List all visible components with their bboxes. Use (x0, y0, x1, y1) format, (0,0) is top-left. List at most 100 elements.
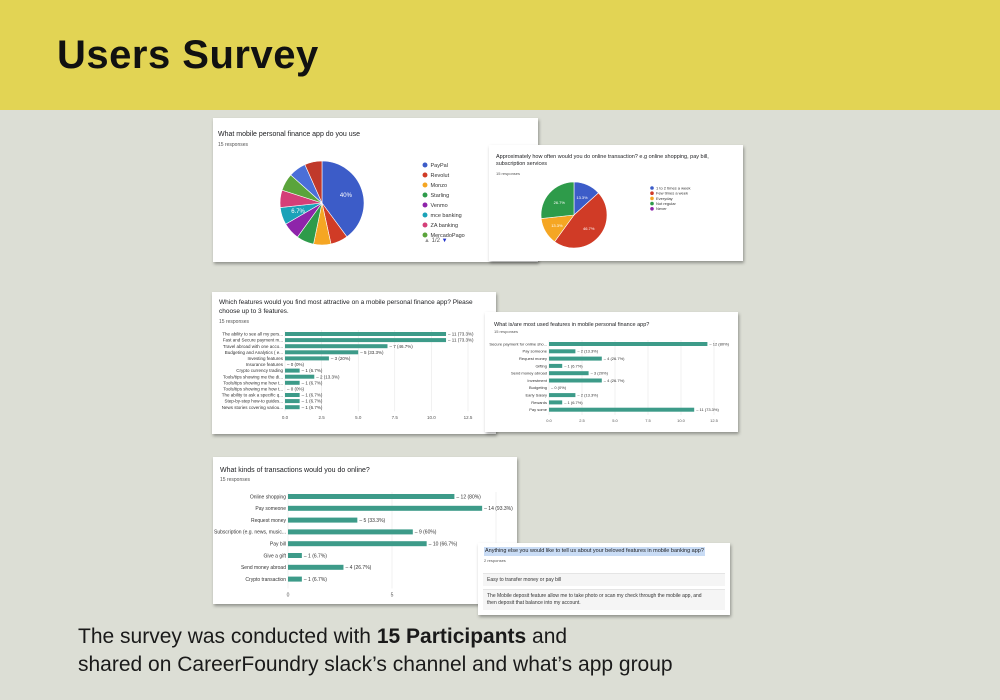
bar (285, 368, 300, 373)
legend-swatch (650, 201, 654, 206)
tick-label: 0.0 (546, 418, 552, 423)
value-label: – 5 (33.3%) (359, 518, 385, 524)
category-label: Pay some (529, 407, 548, 412)
header-banner: Users Survey (0, 0, 1000, 110)
category-label: Budgeting and Analytics ( e... (225, 350, 283, 355)
bar (549, 349, 576, 354)
value-label: – 1 (6.7%) (564, 400, 583, 405)
value-label: – 5 (33.3%) (360, 350, 384, 355)
pie-slice (554, 192, 608, 249)
value-label: – 1 (6.7%) (302, 393, 323, 398)
bar (549, 393, 576, 398)
legend-label: Starling (431, 193, 450, 199)
slice-label: 46.7% (583, 226, 595, 231)
card-used: What is/are most used features in mobile… (485, 312, 738, 432)
legend-swatch (650, 196, 654, 201)
bar (285, 350, 359, 355)
next-page-icon[interactable]: ▼ (441, 238, 448, 244)
tick-label: 7.5 (645, 418, 651, 423)
legend-label: Venmo (431, 203, 448, 209)
slice-label: 13.3% (551, 223, 563, 228)
value-label: – 2 (13.3%) (577, 349, 598, 354)
value-label: – 1 (6.7%) (302, 380, 323, 385)
value-label: – 0 (0%) (287, 362, 305, 367)
category-label: News stories covering variou... (222, 405, 283, 410)
bar (285, 356, 329, 361)
legend-swatch (422, 182, 428, 188)
bar (549, 342, 708, 346)
participants-count: 15 Participants (376, 625, 527, 648)
category-label: Send money abroad (241, 565, 286, 571)
bar-chart-used: 0.0 2.5 5.0 7.5 10.0 12.5 Secure payment for o… (489, 340, 730, 423)
bar (549, 400, 563, 405)
question-title: What kinds of transactions would you do … (220, 467, 370, 474)
question-title: Which features would you find most attra… (219, 299, 473, 315)
value-label: – 10 (66.7%) (429, 541, 458, 547)
value-label: – 0 (0%) (551, 385, 567, 390)
category-label: Early Salary (525, 393, 547, 398)
tick-label: 2.5 (318, 415, 325, 420)
pie-chart-apps: 40% 6.7% PayPal Revolut Monzo Starling Venmo mc… (279, 160, 465, 246)
question-title: What mobile personal finance app do you … (218, 131, 361, 138)
card-features: Which features would you find most attra… (212, 292, 496, 434)
prev-page-icon[interactable]: ▲ (424, 238, 430, 244)
legend-pager[interactable]: ▲ 1/2 ▼ (424, 238, 448, 244)
bar-chart-transactions: 0510Online shopping– 12 (80%)Pay someone… (214, 492, 513, 598)
legend-swatch (422, 232, 428, 238)
slice-label: 13.3% (576, 195, 588, 200)
legend-swatch (650, 191, 654, 195)
value-label: – 7 (46.7%) (389, 344, 413, 349)
category-label: Pay someone (255, 506, 286, 512)
category-label: Pay someone (523, 349, 548, 354)
value-label: – 1 (6.7%) (302, 405, 323, 410)
legend-swatch (422, 172, 428, 178)
tick-label: 7.5 (392, 415, 399, 420)
value-label: – 14 (93.3%) (484, 506, 513, 512)
category-label: Rewards (531, 400, 547, 405)
responses-count: 15 responses (218, 142, 249, 148)
card-anything-else: Anything else you would like to tell us … (478, 543, 730, 615)
legend-label: PayPal (431, 163, 448, 169)
value-label: – 1 (6.7%) (304, 577, 327, 583)
bar (549, 356, 602, 361)
legend-swatch (422, 162, 428, 168)
category-label: Send money abroad (511, 371, 547, 376)
responses-count: 15 responses (220, 477, 251, 483)
answer-text: The Mobile deposit feature allow me to t… (487, 593, 702, 606)
bar (288, 553, 302, 558)
tick-label: 5 (391, 592, 394, 598)
value-label: – 12 (80%) (709, 341, 729, 346)
tick-label: 10.0 (427, 415, 436, 420)
legend-label: MercadoPago (431, 233, 465, 239)
answer-box: Easy to transfer money or pay bill (483, 573, 725, 586)
responses-count: 15 responses (219, 319, 250, 325)
category-label: Subscription (e.g. news, music... (214, 530, 286, 536)
value-label: – 2 (13.3%) (577, 393, 598, 398)
legend-swatch (650, 207, 654, 211)
bar (549, 363, 563, 368)
tick-label: 5.0 (612, 418, 618, 423)
legend-swatch (650, 186, 654, 190)
category-label: Gifting (535, 363, 547, 368)
legend-label: Monzo (431, 183, 448, 189)
category-label: The ability to see all my pers... (222, 332, 283, 337)
bar (285, 399, 300, 404)
bar (285, 405, 300, 410)
value-label: – 11 (73.3%) (448, 338, 474, 343)
category-label: Tools/tips showing me the di... (223, 374, 283, 379)
category-label: Request money (251, 518, 287, 524)
footer-text: The survey was conducted with 15 Partici… (78, 623, 673, 679)
footer-line-1: The survey was conducted with 15 Partici… (78, 623, 673, 651)
tick-label: 12.5 (464, 415, 473, 420)
category-label: Travel abroad with one acco... (223, 344, 283, 349)
bar (288, 529, 413, 535)
category-label: Step-by-step how-to guides... (224, 399, 283, 404)
bar-chart-features: 0.0 2.5 5.0 7.5 10.0 12.5 The ability to see a… (222, 330, 474, 420)
value-label: – 2 (13.3%) (316, 374, 340, 379)
tick-label: 12.5 (710, 418, 719, 423)
category-label: Tools/tips showing me how t... (223, 380, 283, 385)
value-label: – 1 (6.7%) (302, 399, 323, 404)
category-label: Crypto currency trading (236, 368, 283, 373)
bar (285, 338, 447, 343)
bar (288, 541, 427, 547)
